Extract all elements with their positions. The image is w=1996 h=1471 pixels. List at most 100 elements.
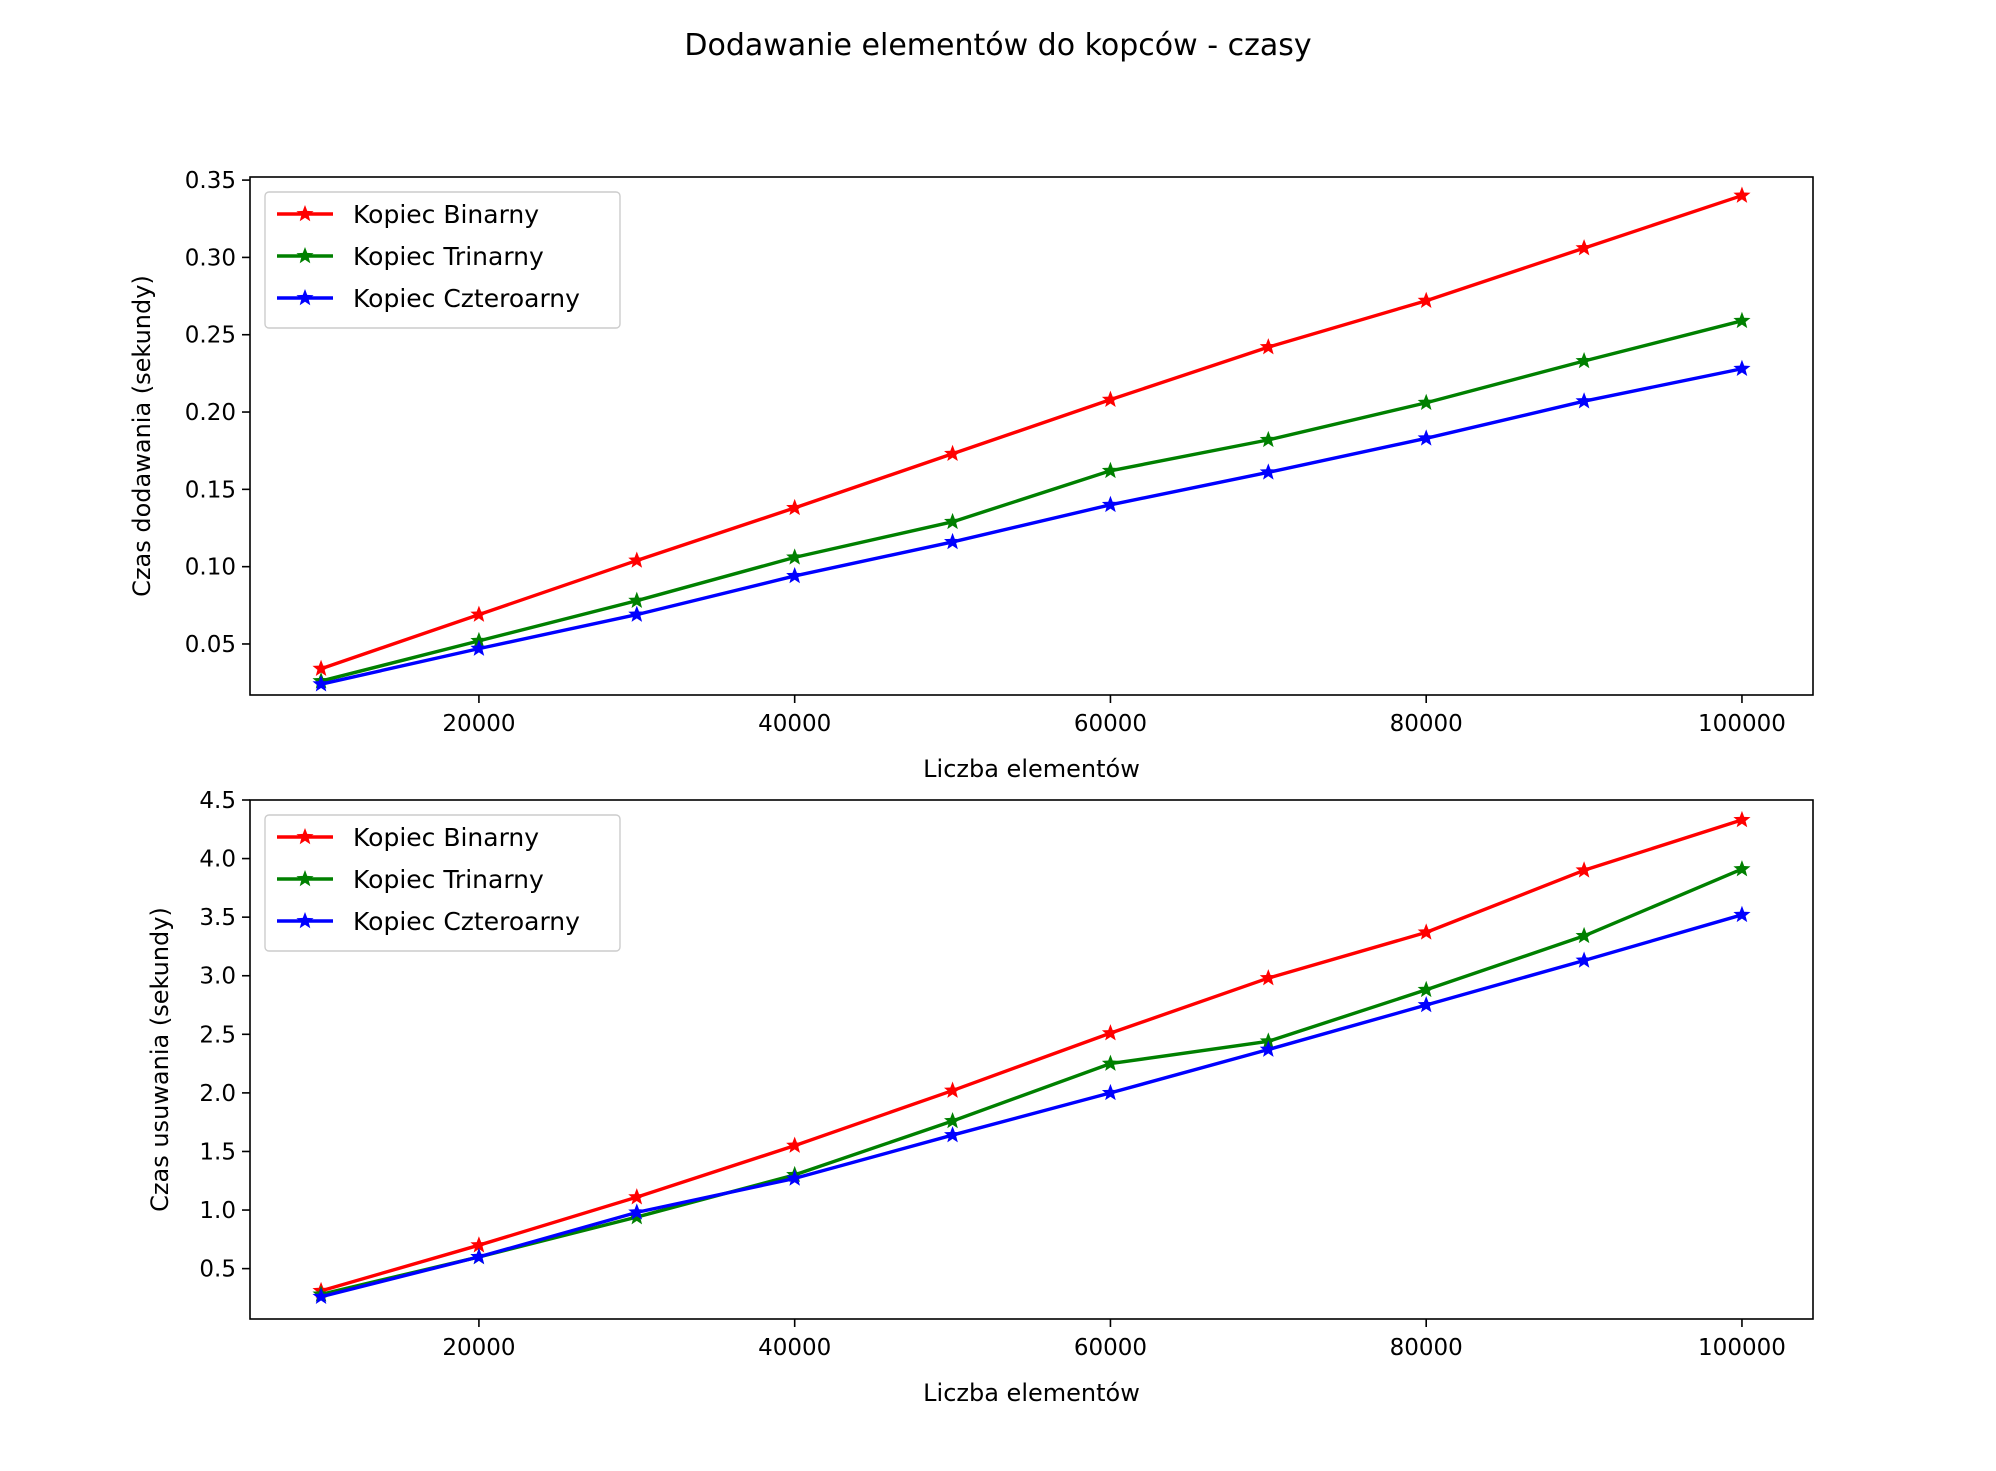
legend-label: Kopiec Czteroarny (353, 284, 580, 313)
data-point (786, 1136, 804, 1153)
legend-label: Kopiec Binarny (353, 823, 539, 852)
x-tick-label: 100000 (1698, 1335, 1786, 1361)
data-point (944, 532, 962, 550)
data-point (1417, 291, 1435, 308)
series-kopiec-czteroarny (312, 359, 1751, 692)
x-tick-label: 20000 (442, 1335, 515, 1361)
data-point (1733, 905, 1751, 923)
legend-marker (296, 912, 314, 929)
data-point (312, 659, 330, 676)
data-point (1259, 969, 1277, 986)
data-point (944, 512, 962, 530)
data-point (1575, 392, 1593, 409)
data-point (628, 551, 646, 568)
data-point (1575, 352, 1593, 369)
data-point (1575, 861, 1593, 878)
data-point (470, 639, 488, 656)
x-tick-label: 40000 (758, 1335, 831, 1361)
data-point (1575, 239, 1593, 256)
data-point (1101, 495, 1119, 513)
data-point (1101, 1054, 1119, 1071)
series-kopiec-trinarny (312, 311, 1751, 689)
y-tick-label: 0.15 (185, 477, 236, 503)
data-point (1417, 429, 1435, 446)
figure-title: Dodawanie elementów do kopców - czasy (684, 28, 1311, 63)
subplot-1: 20000 40000 60000 80000 100000 0.05 0.10 0.15 0.… (128, 168, 1814, 783)
data-point (628, 1203, 646, 1220)
legend-label: Kopiec Binarny (353, 200, 539, 229)
data-point (1259, 430, 1277, 448)
series-line (320, 913, 1743, 1299)
y-tick-label: 0.25 (185, 323, 236, 349)
data-point (1733, 359, 1751, 377)
data-point (786, 566, 804, 584)
legend-box (264, 191, 621, 329)
y-axis-label: Czas dodawania (sekundy) (128, 275, 156, 597)
x-tick-label: 40000 (758, 711, 831, 737)
legend-box (264, 814, 621, 952)
data-point (944, 1081, 962, 1098)
data-point (628, 605, 646, 622)
legend-marker (296, 289, 314, 306)
legend-marker (296, 870, 314, 887)
data-point (786, 548, 804, 565)
y-tick-label: 0.5 (199, 1257, 236, 1283)
y-tick-label: 0.10 (185, 555, 236, 581)
series-line (320, 867, 1743, 1297)
data-point (628, 1188, 646, 1205)
series-kopiec-czteroarny (312, 905, 1751, 1305)
legend-marker (296, 828, 314, 845)
subplot-2: 20000 40000 60000 80000 100000 0.5 1.0 1.5 2.0 2.… (146, 788, 1814, 1407)
data-point (1417, 980, 1435, 998)
legend-label: Kopiec Trinarny (353, 242, 544, 271)
data-point (470, 605, 488, 622)
y-tick-label: 0.05 (185, 632, 236, 658)
data-point (786, 498, 804, 516)
y-tick-label: 0.35 (185, 168, 236, 194)
x-tick-label: 20000 (442, 711, 515, 737)
data-point (470, 1236, 488, 1253)
x-tick-label: 60000 (1074, 711, 1147, 737)
data-point (1733, 810, 1751, 828)
y-tick-label: 4.0 (199, 847, 236, 873)
x-tick-label: 60000 (1074, 1335, 1147, 1361)
y-tick-label: 3.0 (199, 964, 236, 990)
series-line (320, 319, 1743, 683)
data-point (628, 591, 646, 608)
y-tick-label: 2.5 (199, 1022, 236, 1048)
data-point (1101, 461, 1119, 479)
y-tick-label: 0.30 (185, 245, 236, 271)
data-point (1101, 1024, 1119, 1041)
series-line (320, 818, 1743, 1293)
x-axis-label: Liczba elementów (923, 755, 1140, 783)
data-point (1575, 951, 1593, 968)
y-tick-label: 1.5 (199, 1139, 236, 1165)
series-line (320, 193, 1743, 671)
y-tick-label: 4.5 (199, 788, 236, 814)
x-tick-label: 100000 (1698, 711, 1786, 737)
legend-marker (296, 205, 314, 222)
data-point (312, 675, 330, 692)
series-kopiec-binarny (312, 186, 1751, 676)
data-point (1733, 311, 1751, 329)
data-point (1259, 338, 1277, 355)
data-point (628, 1208, 646, 1225)
data-point (944, 1126, 962, 1143)
y-tick-label: 1.0 (199, 1198, 236, 1224)
data-point (1733, 860, 1751, 877)
data-point (1733, 186, 1751, 203)
y-tick-label: 3.5 (199, 905, 236, 931)
y-axis-label: Czas usuwania (sekundy) (146, 907, 174, 1212)
data-point (1417, 996, 1435, 1013)
data-point (312, 1287, 330, 1305)
data-point (1417, 923, 1435, 940)
data-point (1417, 393, 1435, 411)
legend: Kopiec Binarny Kopiec Trinarny Kopiec Czte… (264, 814, 621, 952)
legend-marker (296, 247, 314, 264)
data-point (1259, 1040, 1277, 1057)
data-point (944, 1112, 962, 1129)
x-axis-label: Liczba elementów (923, 1379, 1140, 1407)
y-tick-label: 0.20 (185, 400, 236, 426)
